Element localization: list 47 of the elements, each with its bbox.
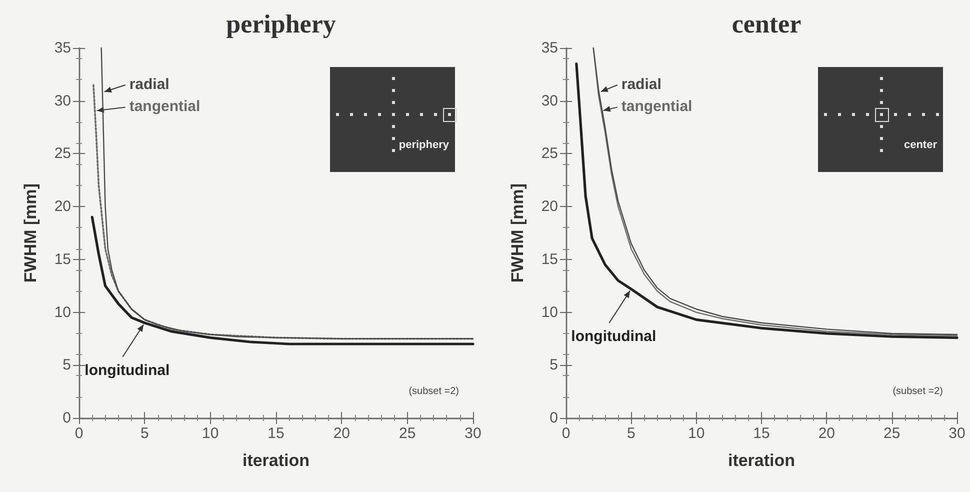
x-tick-label: 20: [818, 425, 836, 442]
x-tick-label: 15: [268, 425, 284, 442]
x-tick-label: 30: [464, 425, 482, 442]
y-tick-label: 10: [541, 304, 558, 321]
x-tick-label: 25: [398, 425, 416, 442]
y-tick-label: 5: [62, 356, 71, 374]
series-label: radial: [129, 76, 170, 93]
x-axis-title: iteration: [728, 451, 796, 470]
x-axis-title: iteration: [242, 451, 310, 470]
y-tick-label: 25: [54, 145, 71, 162]
line-series: [90, 216, 474, 346]
x-tick-label: 25: [883, 425, 900, 442]
x-tick-label: 20: [333, 425, 350, 442]
x-tick-label: 15: [753, 425, 770, 442]
chart-title: periphery: [226, 10, 336, 38]
y-tick-label: 20: [54, 198, 71, 216]
y-tick-label: 0: [550, 410, 558, 426]
y-tick-label: 20: [541, 198, 558, 216]
x-tick-label: 5: [140, 425, 149, 442]
y-tick-label: 30: [541, 92, 558, 110]
y-tick-label: 10: [54, 304, 71, 321]
chart-title: center: [732, 10, 802, 38]
series-label: radial: [621, 76, 662, 93]
y-tick-label: 15: [54, 250, 71, 268]
annotation: (subset =2): [408, 386, 459, 397]
x-tick-label: 10: [688, 425, 705, 442]
y-tick-label: 0: [62, 410, 71, 426]
y-tick-label: 15: [541, 250, 558, 268]
y-tick-label: 25: [541, 145, 558, 162]
text: tangential: [129, 98, 200, 116]
text: longitudinal: [84, 362, 170, 379]
series-label: longitudinal: [571, 328, 656, 346]
x-tick-label: 0: [562, 425, 570, 442]
x-tick-label: 0: [74, 425, 84, 442]
x-tick-label: 5: [626, 425, 636, 442]
annotation: center: [904, 139, 937, 151]
y-tick-label: 35: [54, 40, 71, 56]
x-tick-label: 10: [202, 425, 219, 442]
annotation: periphery: [398, 139, 449, 151]
annotation: (subset =2): [892, 386, 943, 397]
y-axis-title: FWHM [mm]: [508, 183, 527, 283]
x-tick-label: 30: [948, 425, 966, 442]
series-label: tangential: [621, 98, 692, 116]
y-tick-label: 35: [541, 40, 558, 56]
y-tick-label: 5: [550, 356, 558, 374]
y-axis-title: FWHM [mm]: [21, 183, 40, 283]
y-tick-label: 30: [54, 92, 71, 110]
